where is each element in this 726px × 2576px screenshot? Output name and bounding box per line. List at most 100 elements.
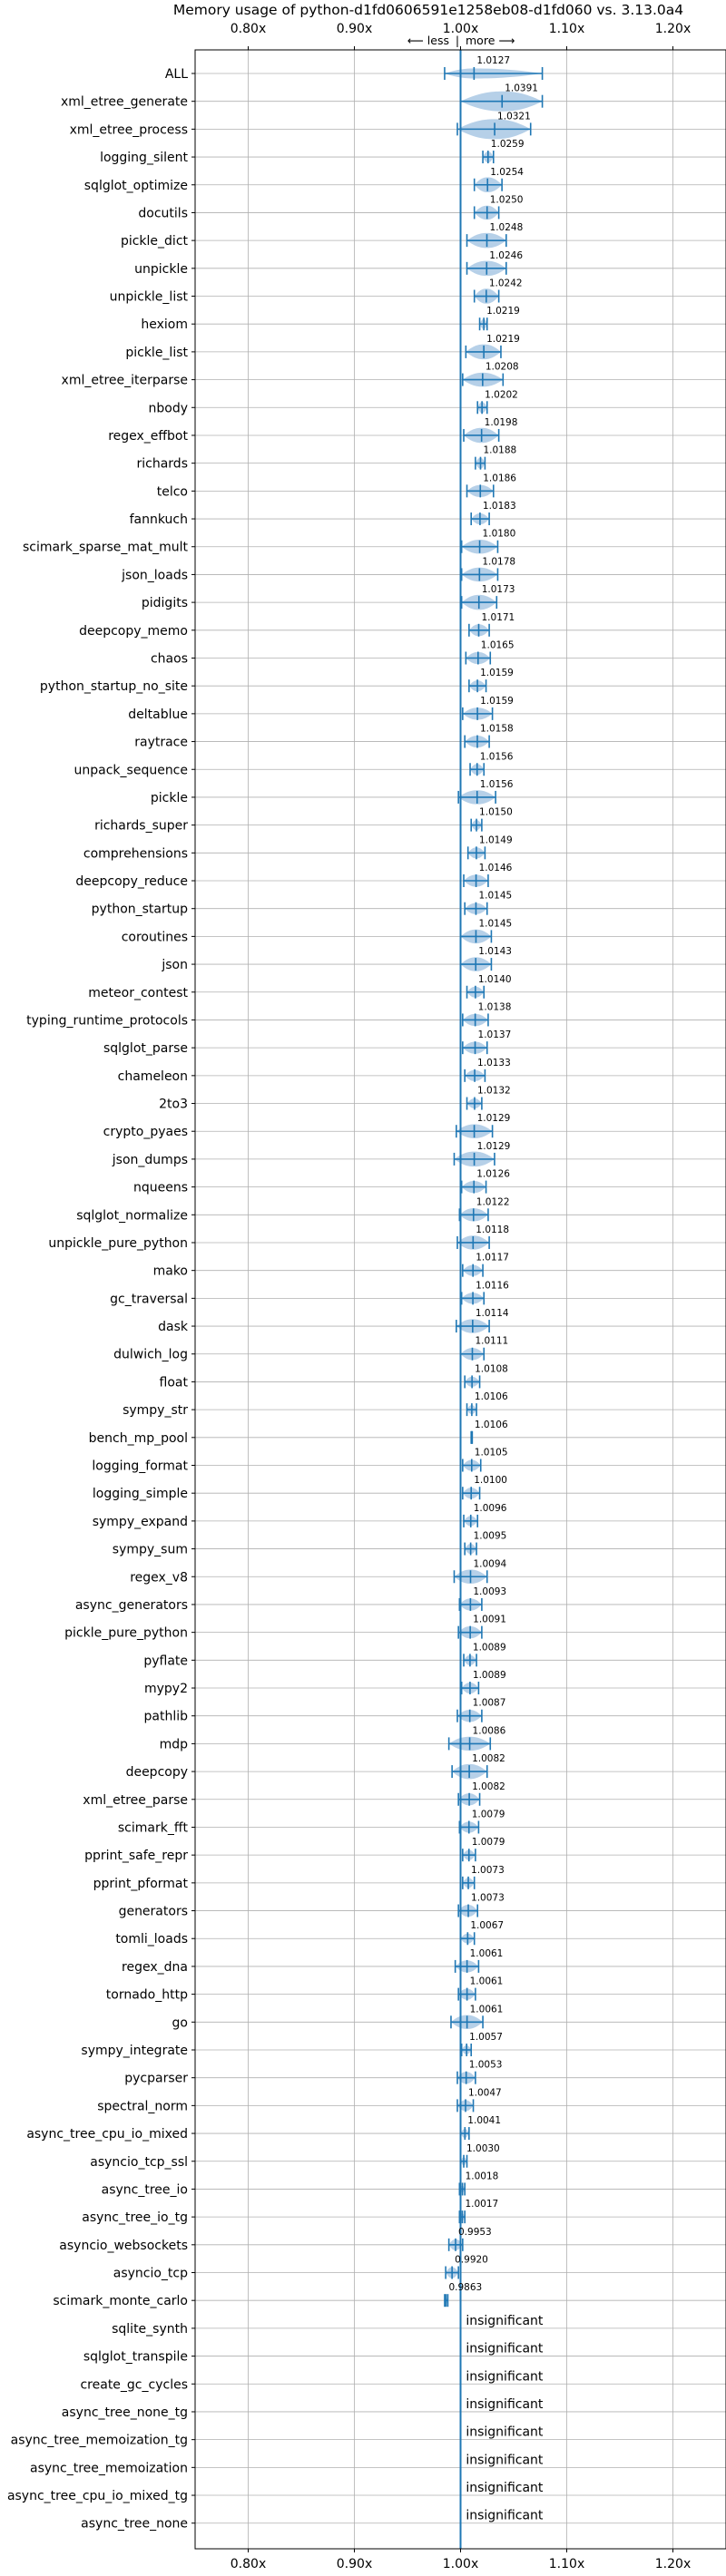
value-data-label: 0.9920 — [455, 2255, 488, 2266]
value-data-label: 1.0086 — [473, 1725, 506, 1736]
value-data-label: 1.0096 — [474, 1503, 507, 1514]
benchmark-name-label: crypto_pyaes — [103, 1125, 188, 1139]
value-data-label: 1.0030 — [466, 2143, 500, 2154]
benchmark-name-label: async_tree_cpu_io_mixed — [26, 2127, 188, 2142]
x-tick-label-top: 0.80x — [231, 22, 266, 36]
value-data-label: 1.0089 — [473, 1670, 506, 1681]
value-data-label: 1.0114 — [476, 1308, 509, 1319]
x-tick-label-top: 1.20x — [655, 22, 691, 36]
benchmark-name-label: xml_etree_process — [70, 122, 188, 137]
value-data-label: 1.0202 — [485, 389, 518, 400]
benchmark-name-label: fannkuch — [130, 512, 188, 527]
x-tick-label-bottom: 0.90x — [337, 2557, 372, 2571]
benchmark-name-label: tornado_http — [106, 1988, 188, 2003]
benchmark-name-label: richards — [137, 457, 189, 472]
benchmark-name-label: unpack_sequence — [74, 763, 188, 777]
value-data-label: 1.0100 — [474, 1475, 507, 1486]
value-data-label: 1.0242 — [489, 278, 523, 289]
value-data-label: 1.0122 — [476, 1196, 510, 1207]
value-data-label: 1.0246 — [489, 250, 523, 261]
insignificant-label: insignificant — [466, 2397, 544, 2412]
benchmark-name-label: meteor_contest — [88, 986, 188, 1000]
value-data-label: 1.0091 — [473, 1615, 506, 1625]
insignificant-label: insignificant — [466, 2314, 544, 2328]
insignificant-label: insignificant — [466, 2425, 544, 2440]
benchmark-name-label: nqueens — [133, 1181, 188, 1195]
benchmark-name-label: unpickle_pure_python — [48, 1236, 188, 1251]
benchmark-name-label: sqlglot_normalize — [76, 1208, 188, 1223]
direction-hint-separator: | — [456, 34, 459, 47]
benchmark-name-label: async_tree_cpu_io_mixed_tg — [7, 2489, 188, 2503]
value-data-label: 1.0061 — [470, 1948, 504, 1959]
direction-hint-less: ⟵ less — [407, 34, 449, 47]
value-data-label: 1.0047 — [468, 2087, 502, 2098]
benchmark-name-label: hexiom — [141, 317, 188, 332]
value-data-label: 1.0156 — [480, 751, 514, 762]
benchmark-name-label: python_startup — [92, 903, 188, 917]
axis-ticks: 0.80x 0.80x 0.90x 0.90x 1.00x 1.00x 1.10x 1.10x… — [191, 22, 691, 2571]
benchmark-name-label: tomli_loads — [115, 1932, 188, 1947]
benchmark-name-label: pprint_pformat — [93, 1877, 189, 1891]
value-data-label: 1.0145 — [478, 891, 512, 902]
benchmark-name-label: logging_silent — [100, 151, 188, 165]
value-data-label: 1.0017 — [465, 2199, 498, 2210]
benchmark-name-label: regex_effbot — [108, 429, 188, 444]
value-data-label: 1.0198 — [485, 417, 518, 428]
benchmark-name-label: pycparser — [124, 2072, 188, 2086]
value-data-label: 1.0105 — [475, 1448, 508, 1459]
benchmark-name-label: coroutines — [122, 930, 188, 944]
value-data-label: 1.0053 — [469, 2060, 503, 2071]
violins — [444, 67, 544, 2308]
value-data-label: 1.0127 — [476, 55, 510, 66]
benchmark-name-label: comprehensions — [83, 846, 188, 861]
value-data-label: 1.0165 — [481, 639, 515, 650]
value-data-label: 1.0138 — [478, 1001, 512, 1012]
benchmark-name-label: json — [161, 958, 188, 972]
benchmark-name-label: docutils — [138, 206, 188, 220]
benchmark-name-label: python_startup_no_site — [40, 679, 188, 694]
value-data-label: 1.0082 — [472, 1753, 505, 1764]
benchmark-name-label: async_generators — [75, 1598, 188, 1613]
benchmark-name-label: xml_etree_iterparse — [62, 374, 188, 388]
value-data-label: 1.0178 — [482, 556, 515, 567]
benchmark-name-label: sqlglot_parse — [103, 1041, 188, 1056]
benchmark-name-label: pprint_safe_repr — [84, 1849, 188, 1863]
benchmark-name-label: dulwich_log — [113, 1348, 188, 1362]
benchmark-name-label: regex_v8 — [130, 1570, 188, 1585]
value-data-label: 1.0073 — [471, 1865, 505, 1876]
benchmark-name-label: async_tree_io_tg — [82, 2210, 188, 2225]
value-data-label: 1.0067 — [470, 1920, 504, 1931]
direction-hint: ⟵ less | more ⟶ — [407, 34, 515, 47]
benchmark-name-label: ALL — [165, 67, 188, 82]
value-data-label: 1.0321 — [497, 111, 531, 122]
benchmark-name-label: sympy_expand — [93, 1515, 188, 1529]
x-tick-label-bottom: 0.80x — [231, 2557, 266, 2571]
benchmark-name-label: sympy_integrate — [81, 2044, 188, 2058]
x-tick-label-top: 1.00x — [443, 22, 478, 36]
value-data-label: 1.0219 — [486, 334, 520, 345]
benchmark-name-label: float — [160, 1375, 189, 1390]
value-data-label: 1.0150 — [479, 807, 513, 818]
benchmark-name-label: json_loads — [121, 568, 188, 582]
chart-title: Memory usage of python-d1fd0606591e1258e… — [173, 2, 683, 18]
benchmark-name-label: pathlib — [144, 1710, 189, 1724]
benchmark-name-label: xml_etree_parse — [83, 1793, 188, 1808]
benchmark-name-label: mdp — [160, 1737, 189, 1751]
value-data-label: 1.0188 — [483, 445, 516, 456]
benchmark-name-label: pickle_dict — [121, 234, 189, 249]
value-data-label: 1.0087 — [473, 1698, 506, 1709]
benchmark-name-label: pickle — [151, 791, 188, 805]
value-data-label: 0.9953 — [458, 2227, 492, 2238]
value-data-label: 1.0259 — [491, 139, 525, 150]
value-data-label: 1.0171 — [482, 612, 515, 623]
value-data-label: 1.0180 — [483, 529, 516, 540]
value-data-label: 1.0061 — [470, 1976, 504, 1987]
benchmark-name-label: asyncio_tcp_ssl — [90, 2155, 188, 2170]
value-data-label: 1.0254 — [490, 167, 524, 178]
benchmark-name-label: chameleon — [118, 1069, 188, 1084]
benchmark-name-label: pickle_list — [125, 346, 188, 360]
benchmark-name-label: mako — [153, 1264, 188, 1279]
value-data-label: 1.0173 — [482, 584, 515, 595]
value-data-label: 1.0057 — [469, 2032, 503, 2043]
